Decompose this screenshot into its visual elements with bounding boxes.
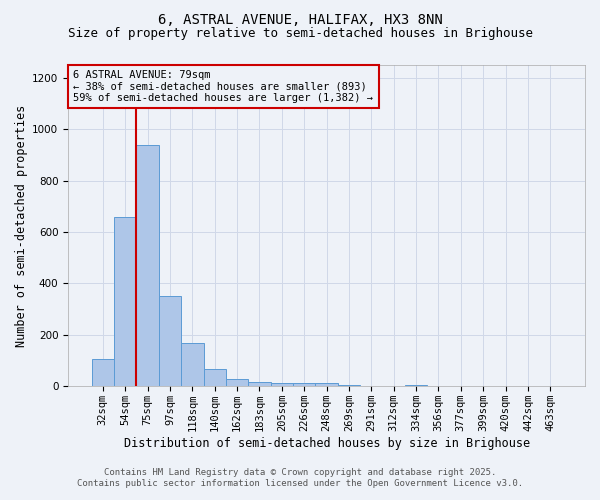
X-axis label: Distribution of semi-detached houses by size in Brighouse: Distribution of semi-detached houses by … (124, 437, 530, 450)
Text: Contains HM Land Registry data © Crown copyright and database right 2025.
Contai: Contains HM Land Registry data © Crown c… (77, 468, 523, 487)
Text: 6, ASTRAL AVENUE, HALIFAX, HX3 8NN: 6, ASTRAL AVENUE, HALIFAX, HX3 8NN (158, 12, 442, 26)
Text: Size of property relative to semi-detached houses in Brighouse: Size of property relative to semi-detach… (67, 28, 533, 40)
Bar (136, 144, 159, 386)
Bar (181, 342, 203, 386)
Bar (114, 217, 136, 386)
Bar (316, 383, 338, 386)
Y-axis label: Number of semi-detached properties: Number of semi-detached properties (15, 104, 28, 347)
Bar (203, 369, 226, 386)
Bar (248, 382, 271, 386)
Bar (293, 383, 316, 386)
Bar (405, 385, 427, 386)
Bar (338, 385, 360, 386)
Bar (92, 360, 114, 386)
Bar (159, 296, 181, 386)
Text: 6 ASTRAL AVENUE: 79sqm
← 38% of semi-detached houses are smaller (893)
59% of se: 6 ASTRAL AVENUE: 79sqm ← 38% of semi-det… (73, 70, 373, 103)
Bar (271, 383, 293, 386)
Bar (226, 379, 248, 386)
